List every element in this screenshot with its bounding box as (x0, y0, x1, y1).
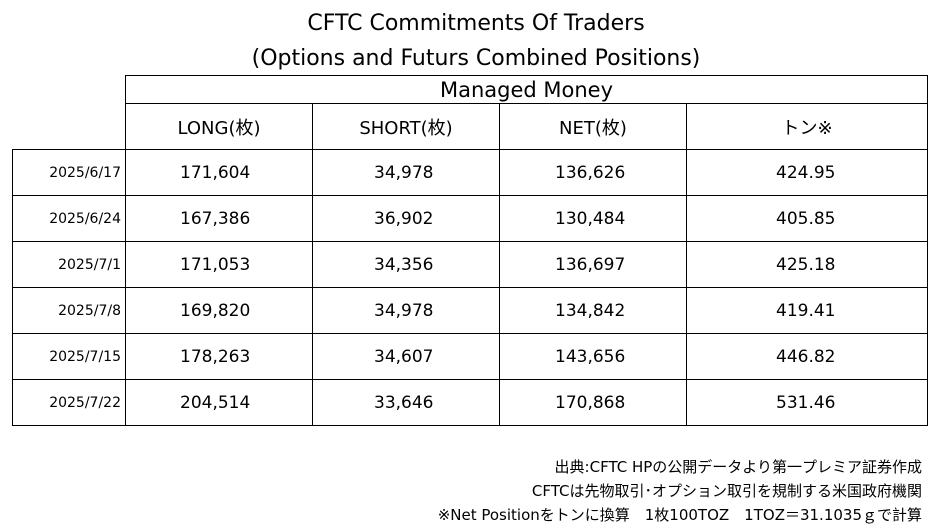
column-header-row: LONG(枚) SHORT(枚) NET(枚) トン※ (12, 103, 928, 150)
short-cell: 34,356 (312, 241, 500, 288)
date-cell: 2025/6/24 (12, 195, 126, 242)
date-cell: 2025/7/1 (12, 241, 126, 288)
long-cell: 169,820 (125, 287, 313, 334)
group-header-row: Managed Money (13, 75, 928, 104)
column-header-ton: トン※ (686, 103, 928, 150)
long-cell: 167,386 (125, 195, 313, 242)
short-cell: 33,646 (312, 379, 500, 426)
column-header-net: NET(枚) (499, 103, 687, 150)
date-cell: 2025/7/15 (12, 333, 126, 380)
ton-cell: 405.85 (686, 195, 928, 242)
short-cell: 34,978 (312, 149, 500, 196)
net-cell: 136,697 (499, 241, 687, 288)
date-cell: 2025/7/8 (12, 287, 126, 334)
ton-cell: 446.82 (686, 333, 928, 380)
source-note: 出典:CFTC HPの公開データより第一プレミア証券作成 (554, 458, 922, 476)
report-title: CFTC Commitments Of Traders (307, 11, 645, 36)
long-cell: 171,053 (125, 241, 313, 288)
short-cell: 34,607 (312, 333, 500, 380)
cftc-note: CFTCは先物取引･オプション取引を規制する米国政府機関 (531, 482, 922, 500)
table-row: 2025/6/17 171,604 34,978 136,626 424.95 (12, 149, 928, 196)
ton-cell: 425.18 (686, 241, 928, 288)
table-row: 2025/6/24 167,386 36,902 130,484 405.85 (12, 195, 928, 242)
net-cell: 130,484 (499, 195, 687, 242)
managed-money-header: Managed Money (125, 75, 928, 104)
conversion-note: ※Net Positionをトンに換算 1枚100TOZ 1TOZ＝31.103… (437, 506, 922, 524)
ton-cell: 419.41 (686, 287, 928, 334)
long-cell: 171,604 (125, 149, 313, 196)
positions-table: Managed Money LONG(枚) SHORT(枚) NET(枚) トン… (12, 75, 928, 426)
ton-cell: 531.46 (686, 379, 928, 426)
table-row: 2025/7/1 171,053 34,356 136,697 425.18 (12, 241, 928, 288)
net-cell: 134,842 (499, 287, 687, 334)
table-row: 2025/7/22 204,514 33,646 170,868 531.46 (12, 379, 928, 426)
short-cell: 36,902 (312, 195, 500, 242)
net-cell: 136,626 (499, 149, 687, 196)
long-cell: 204,514 (125, 379, 313, 426)
column-header-short: SHORT(枚) (312, 103, 500, 150)
date-cell: 2025/7/22 (12, 379, 126, 426)
date-cell: 2025/6/17 (12, 149, 126, 196)
ton-cell: 424.95 (686, 149, 928, 196)
long-cell: 178,263 (125, 333, 313, 380)
report-subtitle: (Options and Futurs Combined Positions) (251, 46, 701, 71)
net-cell: 170,868 (499, 379, 687, 426)
net-cell: 143,656 (499, 333, 687, 380)
footnotes: 出典:CFTC HPの公開データより第一プレミア証券作成 CFTCは先物取引･オ… (438, 455, 922, 527)
table-row: 2025/7/8 169,820 34,978 134,842 419.41 (12, 287, 928, 334)
short-cell: 34,978 (312, 287, 500, 334)
column-header-long: LONG(枚) (125, 103, 313, 150)
table-row: 2025/7/15 178,263 34,607 143,656 446.82 (12, 333, 928, 380)
